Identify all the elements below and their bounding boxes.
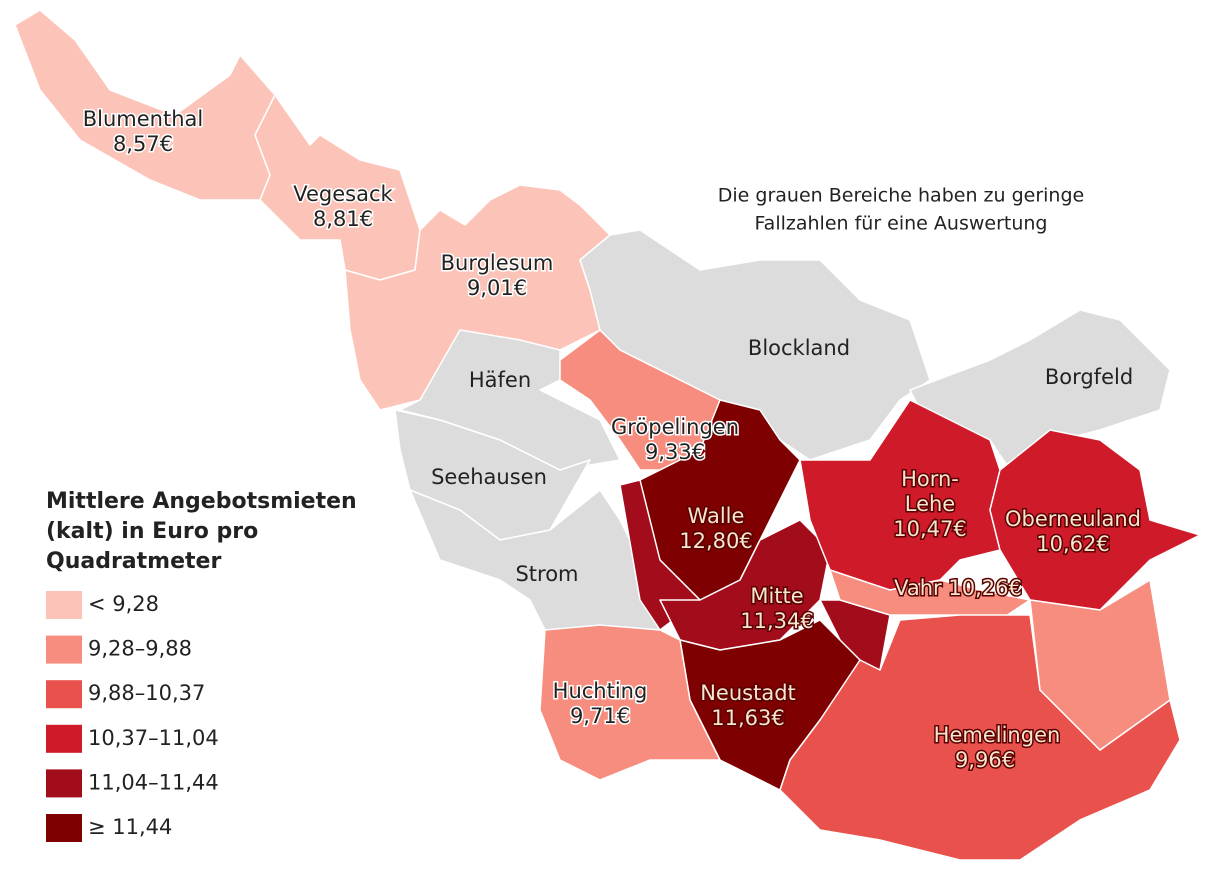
gray-area-name: Strom <box>515 562 578 586</box>
district-value: 8,57€ <box>113 132 173 156</box>
legend-label: < 9,28 <box>88 592 159 616</box>
legend-label: 9,88–10,37 <box>88 681 205 705</box>
district-value: 9,33€ <box>645 440 705 464</box>
region <box>989 429 1201 611</box>
district-name: Neustadt <box>700 681 796 705</box>
region <box>1029 579 1171 751</box>
region <box>539 624 721 781</box>
note: Die grauen Bereiche haben zu geringe <box>718 185 1084 207</box>
district-name: Hemelingen <box>934 723 1061 747</box>
legend-swatch <box>46 680 82 709</box>
region <box>829 569 1031 621</box>
district-value: 9,96€ <box>955 748 1015 772</box>
district-name: Walle <box>688 504 745 528</box>
gray-area-name: Blockland <box>748 336 850 360</box>
region <box>254 94 421 281</box>
legend-swatch <box>46 769 82 798</box>
district-name: Huchting <box>553 679 648 703</box>
district-name: Burglesum <box>441 251 554 275</box>
legend-label: ≥ 11,44 <box>88 815 172 839</box>
note: Fallzahlen für eine Auswertung <box>755 213 1048 235</box>
legend-swatch <box>46 814 82 842</box>
legend-title: (kalt) in Euro pro <box>46 519 258 544</box>
district-value: 10,62€ <box>1036 532 1109 556</box>
district-value: 10,47€ <box>893 517 966 541</box>
labels: Blumenthal 8,57€ Vegesack 8,81€ Burglesu… <box>81 106 1142 774</box>
gray-area-name: Seehausen <box>431 465 547 489</box>
legend-label: 9,28–9,88 <box>88 637 192 661</box>
gray-area-name: Borgfeld <box>1045 365 1133 389</box>
legend-swatch <box>46 724 82 753</box>
district-name: Oberneuland <box>1005 507 1141 531</box>
district-name: Blumenthal <box>83 107 203 131</box>
district-name: Mitte <box>750 584 803 608</box>
district-value: 9,71€ <box>570 704 630 728</box>
legend: Mittlere Angebotsmieten (kalt) in Euro p… <box>46 489 357 842</box>
district-value: 9,01€ <box>467 276 527 300</box>
district-name: Gröpelingen <box>611 415 739 439</box>
district-name: Horn- <box>901 467 959 491</box>
legend-label: 11,04–11,44 <box>88 770 219 794</box>
district-value: 11,34€ <box>740 609 813 633</box>
legend-swatch <box>46 635 82 664</box>
legend-swatch <box>46 591 82 619</box>
district-value: 12,80€ <box>679 529 752 553</box>
regions <box>14 9 1201 861</box>
legend-title: Mittlere Angebotsmieten <box>46 489 357 514</box>
region <box>14 9 276 201</box>
district-value: 11,63€ <box>711 706 784 730</box>
district-name: Vahr 10,26€ <box>894 576 1022 600</box>
gray-area-name: Häfen <box>469 368 531 392</box>
district-value: 8,81€ <box>313 207 373 231</box>
district-name: Lehe <box>905 492 955 516</box>
legend-label: 10,37–11,04 <box>88 726 219 750</box>
district-name: Vegesack <box>293 182 393 206</box>
legend-title: Quadratmeter <box>46 549 221 574</box>
